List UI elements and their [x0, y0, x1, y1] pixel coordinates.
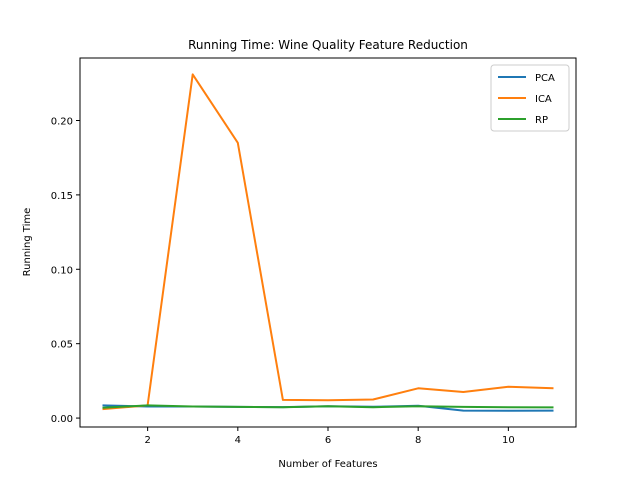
series-line-rp: [102, 404, 554, 409]
legend-label-pca: PCA: [535, 73, 555, 84]
y-axis-label: Running Time: [22, 208, 33, 277]
legend-label-rp: RP: [535, 115, 548, 126]
x-axis-label: Number of Features: [278, 459, 377, 470]
x-tick-label: 2: [144, 435, 150, 446]
legend-label-ica: ICA: [535, 94, 552, 105]
legend: PCA ICA RP: [490, 64, 570, 132]
chart-title: Running Time: Wine Quality Feature Reduc…: [188, 38, 468, 52]
axes: 2 4 6 8 10 0.00 0.05 0.10 0.15 0.20: [51, 57, 577, 446]
x-tick-label: 10: [502, 435, 515, 446]
x-tick-label: 4: [235, 435, 241, 446]
legend-box: [490, 64, 570, 132]
y-tick-label: 0.05: [51, 340, 73, 351]
series-line-ica: [102, 73, 554, 411]
y-tick-label: 0.20: [51, 116, 73, 127]
y-tick-label: 0.10: [51, 265, 73, 276]
x-tick-label: 6: [325, 435, 331, 446]
y-tick-label: 0.15: [51, 191, 73, 202]
x-tick-label: 8: [415, 435, 421, 446]
y-tick-label: 0.00: [51, 414, 73, 425]
plot-area: [102, 73, 554, 412]
